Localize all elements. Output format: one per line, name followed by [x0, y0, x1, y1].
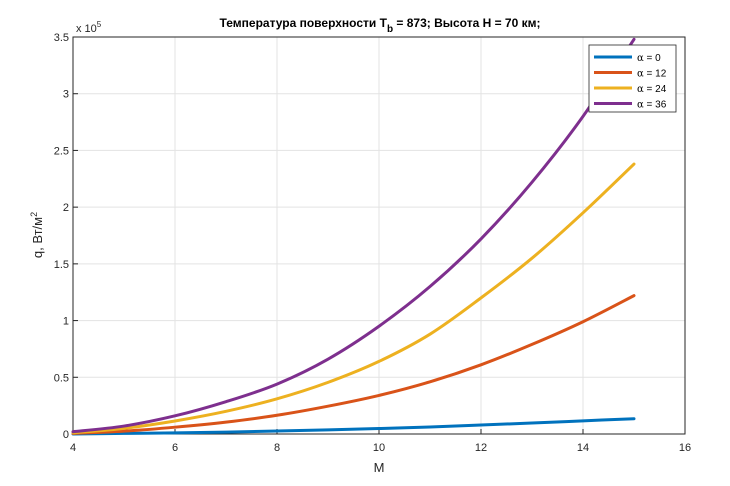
legend-alpha-symbol: α: [637, 53, 644, 64]
x-tick-label: 12: [475, 442, 487, 454]
chart-title: Температура поверхности Tb = 873; Высота…: [220, 16, 541, 35]
legend-value: = 0: [644, 53, 661, 64]
legend-label-2: α = 24: [637, 84, 667, 95]
chart-title-rest: = 873; Высота H = 70 км;: [393, 16, 540, 30]
y-axis-label-sup: 2: [29, 212, 39, 217]
y-axis-label: q, Вт/м2: [29, 212, 45, 258]
x-tick-label: 10: [373, 442, 385, 454]
y-tick-label: 0: [63, 429, 69, 441]
legend-alpha-symbol: α: [637, 100, 644, 111]
legend-value: = 24: [644, 84, 667, 95]
legend-value: = 12: [644, 69, 667, 80]
x-axis-ticks: 4 6 8 10 12 14 16: [70, 429, 691, 454]
y-tick-label: 2.5: [54, 145, 69, 157]
y-exponent-power: 5: [97, 20, 102, 29]
x-axis-label: M: [374, 460, 385, 475]
series-line-1: [71, 294, 636, 435]
y-axis-ticks: 0 0.5 1 1.5 2 2.5 3 3.5: [54, 32, 78, 441]
series-line-3: [71, 37, 636, 434]
y-exponent-base: x 10: [76, 23, 97, 35]
chart-title-main: Температура поверхности T: [220, 16, 388, 30]
legend-alpha-symbol: α: [637, 84, 644, 95]
x-tick-label: 6: [172, 442, 178, 454]
x-tick-label: 8: [274, 442, 280, 454]
y-tick-label: 0.5: [54, 372, 69, 384]
legend-label-0: α = 0: [637, 53, 661, 64]
y-tick-label: 1: [63, 316, 69, 328]
series-group: [71, 37, 636, 436]
legend-label-3: α = 36: [637, 100, 667, 111]
legend-label-1: α = 12: [637, 69, 667, 80]
series-line-2: [71, 162, 636, 435]
y-tick-label: 3: [63, 89, 69, 101]
series-line-0: [71, 417, 636, 436]
legend-box: [588, 44, 677, 113]
legend-value: = 36: [644, 100, 667, 111]
x-tick-label: 4: [70, 442, 76, 454]
legend-alpha-symbol: α: [637, 69, 644, 80]
chart-title-subscript: b: [387, 24, 393, 35]
y-axis-label-main: q, Вт/м: [30, 217, 45, 258]
y-tick-label: 3.5: [54, 32, 69, 44]
y-tick-label: 1.5: [54, 259, 69, 271]
x-tick-label: 14: [577, 442, 589, 454]
y-exponent-label: x 105: [76, 20, 102, 35]
y-tick-label: 2: [63, 202, 69, 214]
legend: α = 0α = 12α = 24α = 36: [588, 44, 677, 113]
x-tick-label: 16: [679, 442, 691, 454]
